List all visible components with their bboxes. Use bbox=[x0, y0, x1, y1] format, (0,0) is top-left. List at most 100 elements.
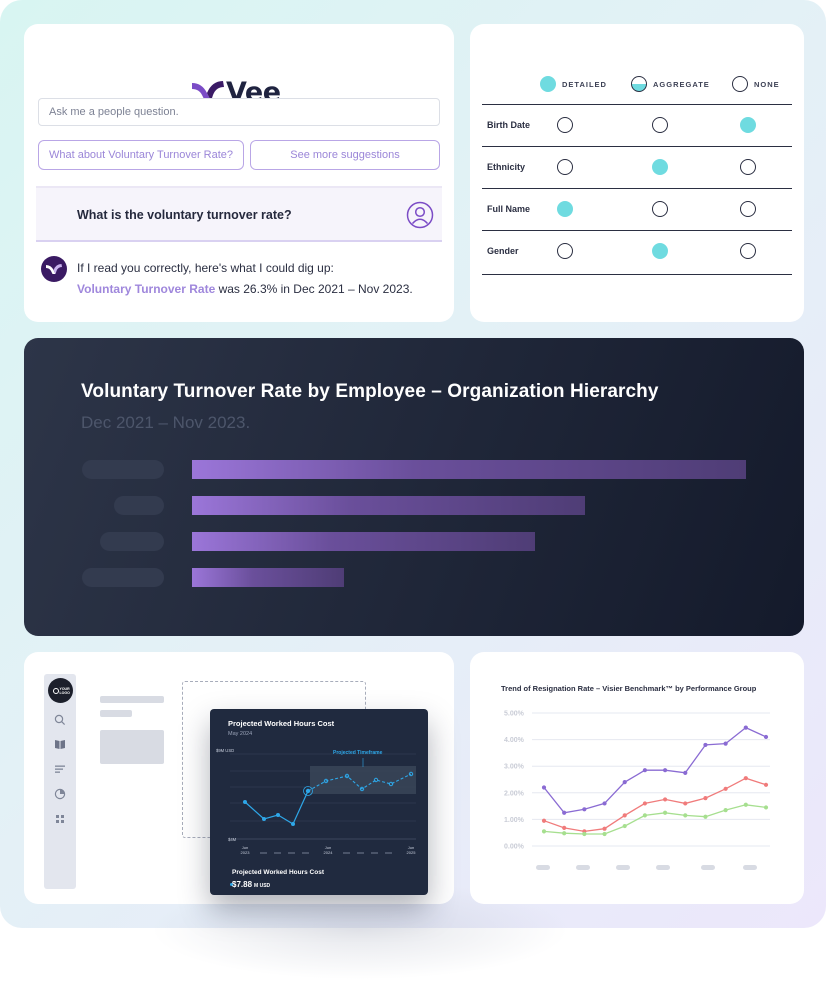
data-point[interactable] bbox=[743, 725, 748, 730]
company-logo: YOUR LOGO bbox=[48, 678, 73, 703]
series-line bbox=[543, 804, 767, 835]
search-icon[interactable] bbox=[54, 714, 66, 726]
grid-icon[interactable] bbox=[54, 813, 66, 825]
data-point[interactable] bbox=[703, 814, 708, 819]
x-tick-placeholder bbox=[616, 865, 630, 870]
data-point[interactable] bbox=[541, 818, 547, 823]
data-point[interactable] bbox=[541, 785, 547, 790]
footer-value-number: $7.88 bbox=[232, 880, 253, 889]
data-point[interactable] bbox=[763, 734, 769, 740]
projected-footer-value: $7.88 M USD bbox=[232, 880, 270, 889]
privacy-radio-none[interactable] bbox=[740, 117, 756, 133]
data-point[interactable] bbox=[562, 825, 567, 831]
data-point[interactable] bbox=[622, 780, 627, 785]
answer-metric-link[interactable]: Voluntary Turnover Rate bbox=[77, 282, 216, 296]
row-label-placeholder bbox=[100, 532, 164, 551]
book-icon[interactable] bbox=[54, 738, 66, 750]
org-bar[interactable] bbox=[192, 568, 344, 587]
user-question-row: What is the voluntary turnover rate? bbox=[36, 186, 442, 242]
privacy-radio-detailed[interactable] bbox=[557, 201, 573, 217]
detailed-dot-icon bbox=[540, 76, 556, 92]
legend-aggregate-label: AGGREGATE bbox=[653, 79, 710, 89]
data-point[interactable] bbox=[683, 813, 688, 818]
chart-pie-icon[interactable] bbox=[54, 788, 66, 800]
data-point[interactable] bbox=[602, 826, 607, 831]
vee-v-mark-icon bbox=[46, 263, 62, 274]
row-label-placeholder bbox=[82, 460, 164, 479]
row-label-placeholder bbox=[82, 568, 164, 587]
privacy-radio-aggregate[interactable] bbox=[652, 243, 668, 259]
data-point[interactable] bbox=[723, 741, 728, 746]
y-tick-label: 3.00% bbox=[504, 764, 525, 771]
org-bar[interactable] bbox=[192, 532, 535, 551]
x-tick-placeholder bbox=[576, 865, 590, 870]
org-hierarchy-chart-card: Voluntary Turnover Rate by Employee – Or… bbox=[24, 338, 804, 636]
data-point[interactable] bbox=[723, 786, 728, 791]
matrix-divider bbox=[482, 104, 792, 105]
data-point[interactable] bbox=[723, 807, 728, 813]
y-axis-bottom-label: $4M bbox=[228, 837, 237, 842]
privacy-radio-detailed[interactable] bbox=[557, 159, 573, 175]
privacy-radio-none[interactable] bbox=[740, 243, 756, 259]
data-point[interactable] bbox=[622, 813, 627, 818]
projected-cost-card[interactable]: Projected Worked Hours Cost May 2024 $9M… bbox=[210, 709, 428, 895]
x-axis-label: 2024 bbox=[324, 850, 334, 855]
data-point[interactable] bbox=[743, 776, 748, 781]
ask-question-input[interactable] bbox=[38, 98, 440, 126]
data-point[interactable] bbox=[642, 813, 648, 818]
privacy-radio-aggregate[interactable] bbox=[652, 201, 668, 217]
legend-none-label: NONE bbox=[754, 79, 780, 89]
none-dot-icon bbox=[732, 76, 748, 92]
privacy-radio-detailed[interactable] bbox=[557, 243, 573, 259]
projected-timeframe-label: Projected Timeframe bbox=[333, 750, 383, 756]
data-point[interactable] bbox=[703, 742, 708, 748]
org-bar[interactable] bbox=[192, 496, 585, 515]
privacy-radio-detailed[interactable] bbox=[557, 117, 573, 133]
privacy-radio-aggregate[interactable] bbox=[652, 159, 668, 175]
data-point[interactable] bbox=[582, 807, 587, 812]
x-axis-label: Jun bbox=[242, 845, 248, 850]
data-point[interactable] bbox=[662, 768, 668, 773]
data-point[interactable] bbox=[582, 831, 587, 837]
x-axis-label: 2023 bbox=[241, 850, 251, 855]
y-tick-label: 5.00% bbox=[504, 711, 525, 718]
data-point[interactable] bbox=[683, 770, 688, 775]
see-more-suggestions-button[interactable]: See more suggestions bbox=[250, 140, 440, 170]
data-point[interactable] bbox=[763, 782, 769, 787]
privacy-radio-aggregate[interactable] bbox=[652, 117, 668, 133]
data-point[interactable] bbox=[562, 831, 567, 836]
resignation-trend-card: Trend of Resignation Rate – Visier Bench… bbox=[470, 652, 804, 904]
data-point[interactable] bbox=[743, 802, 748, 807]
data-point[interactable] bbox=[602, 831, 607, 837]
data-point[interactable] bbox=[602, 801, 607, 806]
data-point[interactable] bbox=[703, 796, 708, 801]
data-point[interactable] bbox=[622, 823, 627, 829]
data-point[interactable] bbox=[662, 797, 668, 802]
data-point[interactable] bbox=[562, 810, 567, 815]
matrix-row-label: Gender bbox=[487, 246, 519, 256]
list-icon[interactable] bbox=[54, 763, 66, 775]
suggestion-voluntary-turnover-button[interactable]: What about Voluntary Turnover Rate? bbox=[38, 140, 244, 170]
x-axis-label: Jun bbox=[325, 845, 331, 850]
projected-footer-label: Projected Worked Hours Cost bbox=[232, 869, 324, 876]
placeholder-line bbox=[100, 696, 164, 703]
series-line bbox=[543, 777, 767, 833]
privacy-radio-none[interactable] bbox=[740, 201, 756, 217]
answer-intro: If I read you correctly, here's what I c… bbox=[77, 261, 334, 275]
matrix-divider bbox=[482, 274, 792, 275]
data-point[interactable] bbox=[662, 810, 668, 815]
data-point[interactable] bbox=[541, 829, 547, 834]
data-point[interactable] bbox=[683, 801, 688, 806]
org-bar[interactable] bbox=[192, 460, 746, 479]
data-point[interactable] bbox=[642, 801, 648, 806]
chart-subtitle: Dec 2021 – Nov 2023. bbox=[81, 413, 251, 432]
data-point[interactable] bbox=[642, 768, 648, 773]
data-point[interactable] bbox=[763, 805, 769, 810]
user-question-text: What is the voluntary turnover rate? bbox=[77, 208, 292, 222]
projected-cost-chart: $9M USD $4M Projected Timeframe Jun2023J… bbox=[216, 748, 416, 855]
projected-card-title: Projected Worked Hours Cost bbox=[228, 719, 335, 728]
privacy-radio-none[interactable] bbox=[740, 159, 756, 175]
vee-answer: If I read you correctly, here's what I c… bbox=[77, 258, 437, 300]
trend-chart-title: Trend of Resignation Rate – Visier Bench… bbox=[501, 684, 757, 693]
vee-avatar bbox=[41, 256, 67, 282]
